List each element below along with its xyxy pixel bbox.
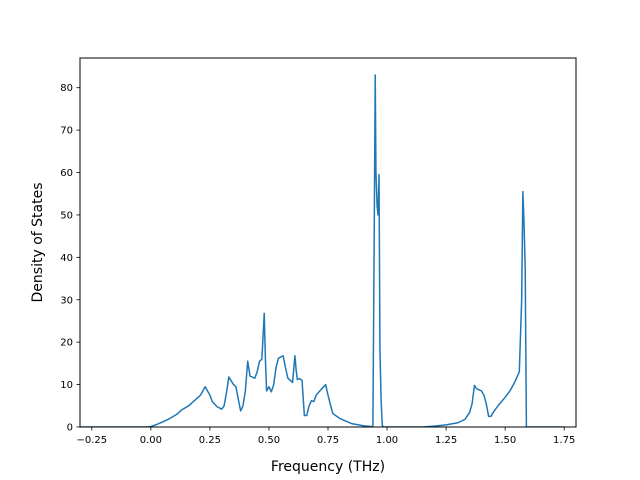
x-tick-label: 0.00 xyxy=(140,435,162,446)
y-tick-label: 50 xyxy=(60,210,73,221)
x-tick-label: 0.50 xyxy=(258,435,280,446)
x-tick-label: 0.75 xyxy=(317,435,339,446)
y-tick-label: 30 xyxy=(60,295,73,306)
x-tick-label: 0.25 xyxy=(199,435,221,446)
x-axis-label: Frequency (THz) xyxy=(271,459,385,475)
y-tick-label: 10 xyxy=(60,380,73,391)
x-tick-label: 1.25 xyxy=(435,435,457,446)
x-tick-label: 1.00 xyxy=(376,435,398,446)
y-tick-label: 70 xyxy=(60,126,73,137)
y-tick-label: 0 xyxy=(67,423,73,434)
x-tick-label: −0.25 xyxy=(76,435,107,446)
x-axis-ticks: −0.25 0.00 0.25 0.50 0.75 1.00 1.25 1.50 1.75 xyxy=(76,427,575,446)
series-line-0 xyxy=(80,74,565,427)
axes-frame xyxy=(79,57,577,428)
y-tick-label: 60 xyxy=(60,168,73,179)
x-tick-label: 1.50 xyxy=(494,435,516,446)
y-tick-label: 40 xyxy=(60,253,73,264)
y-axis-ticks: 0 10 20 30 40 50 60 70 80 xyxy=(60,83,80,434)
y-tick-label: 20 xyxy=(60,338,73,349)
y-tick-label: 80 xyxy=(60,83,73,94)
x-tick-label: 1.75 xyxy=(553,435,575,446)
y-axis-label: Density of States xyxy=(30,183,46,303)
plot-area xyxy=(80,74,565,427)
